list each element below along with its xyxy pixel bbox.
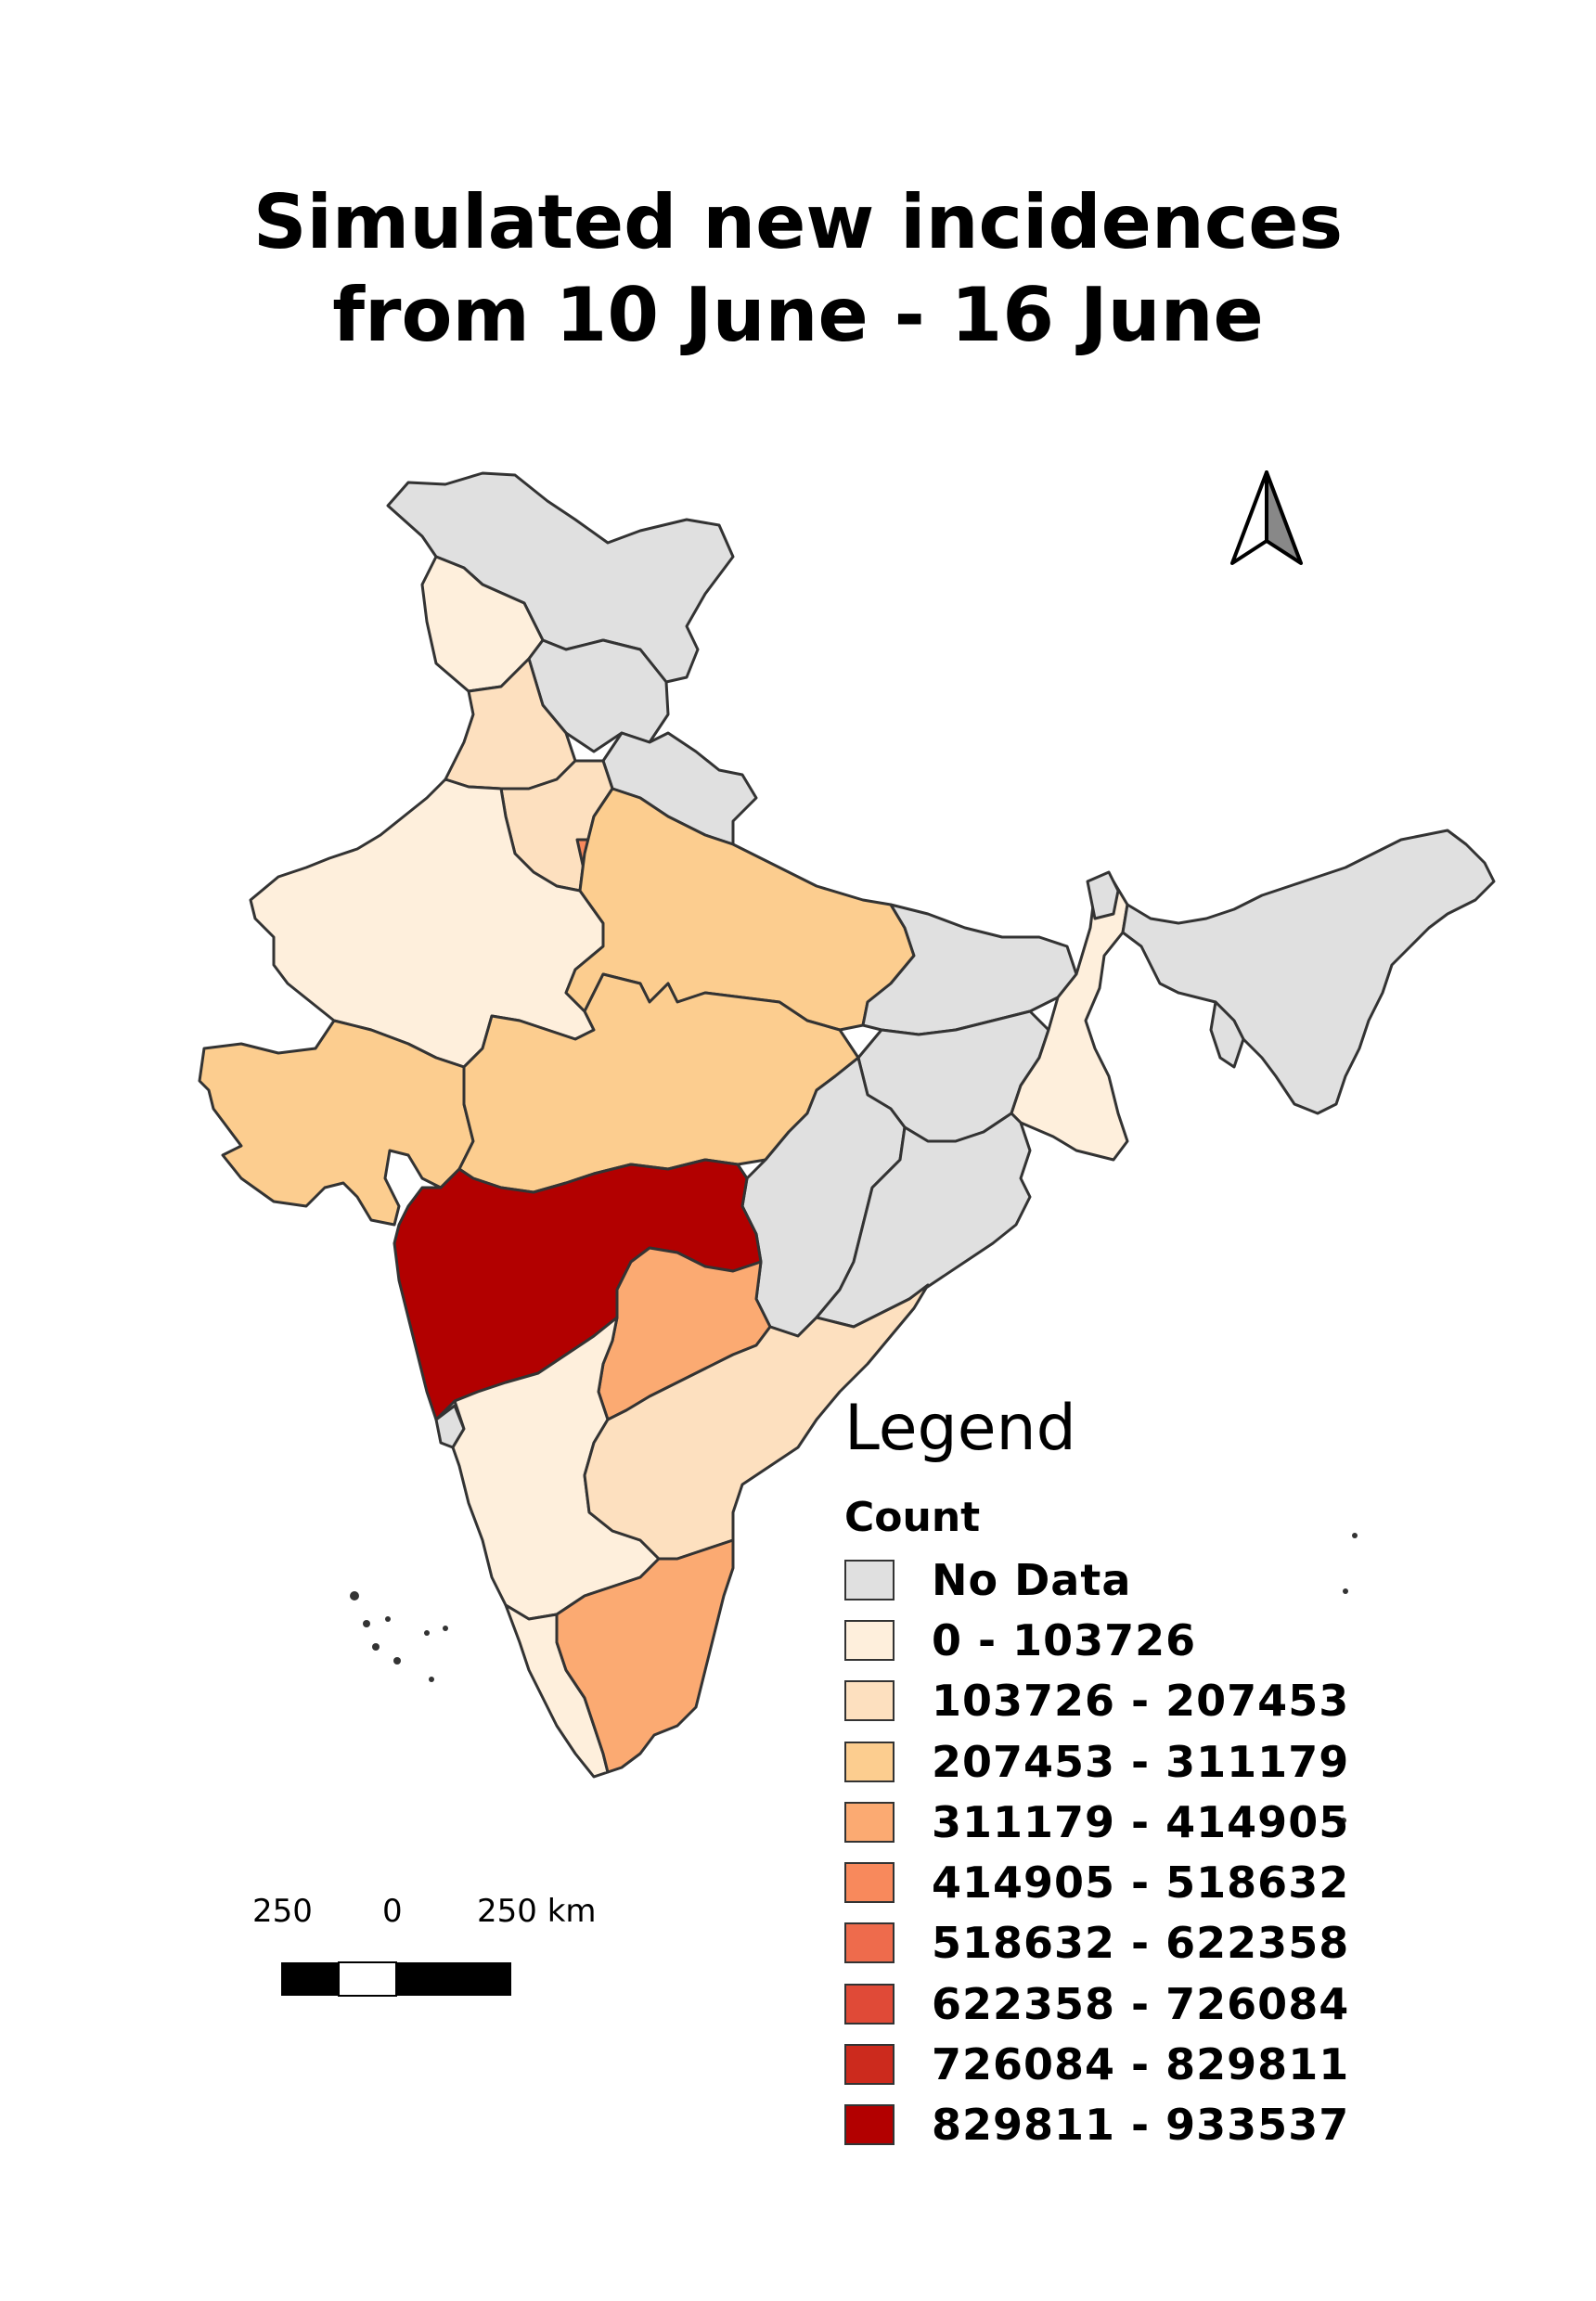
legend-label: 207453 - 311179 [932, 1736, 1350, 1787]
region-andhra-pradesh [583, 1283, 930, 1561]
legend-swatch [844, 1680, 895, 1722]
legend-item: 518632 - 622358 [844, 1913, 1349, 1973]
map-title-line-1: Simulated new incidences [252, 179, 1344, 265]
region-west-bengal [1010, 880, 1129, 1162]
legend-swatch [844, 1922, 895, 1964]
legend-swatch [844, 1559, 895, 1600]
legend-label: 622358 - 726084 [932, 1978, 1350, 2029]
region-sikkim [1086, 870, 1120, 920]
legend-item: 414905 - 518632 [844, 1852, 1349, 1912]
island [350, 1591, 359, 1600]
legend-swatch [844, 1619, 895, 1661]
island [1343, 1588, 1348, 1594]
island [372, 1643, 380, 1651]
legend-label: 414905 - 518632 [932, 1858, 1350, 1909]
region-gujarat [198, 1019, 475, 1227]
legend-label: 829811 - 933537 [932, 2100, 1350, 2151]
legend-label: 0 - 103726 [932, 1614, 1197, 1665]
legend-item: No Data [844, 1549, 1349, 1610]
legend-label: 518632 - 622358 [932, 1918, 1350, 1969]
legend-heading: Legend [844, 1392, 1076, 1465]
region-tamil-nadu [555, 1538, 735, 1774]
legend-swatch [844, 2044, 895, 2086]
legend-label: No Data [932, 1554, 1132, 1605]
legend-swatch [844, 1741, 895, 1782]
legend-item: 622358 - 726084 [844, 1973, 1349, 2034]
island [393, 1657, 401, 1665]
legend-item: 726084 - 829811 [844, 2034, 1349, 2094]
legend-swatch [844, 1862, 895, 1904]
island [424, 1630, 430, 1636]
region-tripura [1209, 1000, 1245, 1069]
map-title-line-2: from 10 June - 16 June [332, 272, 1264, 358]
legend-swatch [844, 1801, 895, 1843]
legend-item: 103726 - 207453 [844, 1671, 1349, 1731]
island [1352, 1533, 1358, 1538]
legend-swatch [844, 1983, 895, 2025]
island [385, 1616, 391, 1622]
island [443, 1626, 448, 1631]
legend-item: 311179 - 414905 [844, 1792, 1349, 1852]
map-legend: Legend Count No Data 0 - 103726 103726 -… [844, 1392, 1349, 2155]
island [363, 1620, 370, 1627]
scale-label-left: 250 [252, 1893, 313, 1930]
legend-item: 0 - 103726 [844, 1610, 1349, 1670]
region-odisha [815, 1112, 1032, 1329]
legend-swatch [844, 2104, 895, 2146]
legend-item: 207453 - 311179 [844, 1731, 1349, 1792]
island [1341, 1818, 1346, 1823]
legend-subtitle: Count [844, 1494, 981, 1541]
north-arrow-icon [1230, 470, 1303, 565]
legend-label: 311179 - 414905 [932, 1796, 1350, 1847]
scale-bar-graphic [281, 1961, 511, 1997]
region-northeast [1121, 829, 1496, 1115]
legend-label: 103726 - 207453 [932, 1676, 1350, 1727]
scale-label-zero: 0 [382, 1893, 403, 1930]
scale-label-right: 250 km [477, 1893, 597, 1930]
map-title: Simulated new incidences from 10 June - … [0, 176, 1596, 362]
legend-label: 726084 - 829811 [932, 2039, 1350, 2090]
legend-item: 829811 - 933537 [844, 2095, 1349, 2155]
island [429, 1677, 434, 1682]
